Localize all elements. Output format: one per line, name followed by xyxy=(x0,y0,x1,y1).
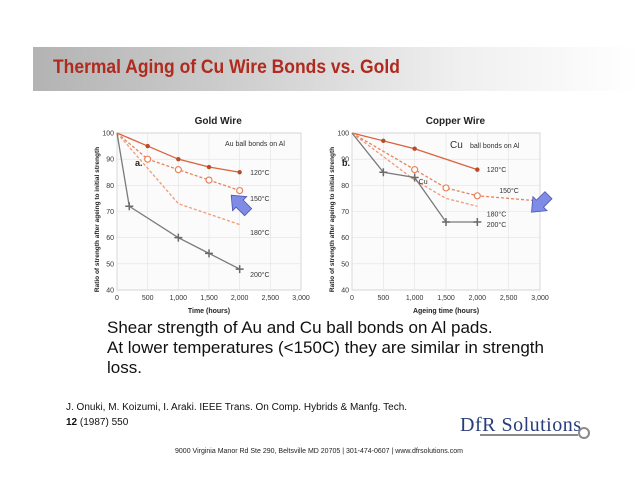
caption: Shear strength of Au and Cu ball bonds o… xyxy=(107,318,587,378)
company-logo: DfR Solutions xyxy=(460,414,582,436)
chart1-series-label: 120°C xyxy=(250,169,270,177)
chart1-point xyxy=(237,170,242,175)
chart1-ytick-label: 100 xyxy=(102,131,114,138)
chart2-series-label: 150°C xyxy=(499,187,519,195)
chart2-subtitle: ball bonds on Al xyxy=(470,143,520,150)
chart2-point xyxy=(473,217,482,226)
chart1-xtick-label: 3,000 xyxy=(292,295,310,302)
chart2-point xyxy=(442,217,450,226)
chart1-series-label: 200°C xyxy=(250,271,270,279)
title-bar: Thermal Aging of Cu Wire Bonds vs. Gold xyxy=(33,47,638,91)
chart1-point xyxy=(236,186,244,195)
chart2-ytick-label: 60 xyxy=(341,235,349,242)
chart1-ytick-label: 80 xyxy=(106,183,114,190)
chart2-series-label: 180°C xyxy=(487,211,507,219)
citation-volume: 12 xyxy=(66,417,78,428)
citation-ref: 12 (1987) 550 xyxy=(66,415,446,430)
caption-line-1: Shear strength of Au and Cu ball bonds o… xyxy=(107,318,493,337)
citation-authors: J. Onuki, M. Koizumi, I. Araki. IEEE Tra… xyxy=(66,402,408,413)
arrow-shape xyxy=(531,191,553,213)
logo-ring-icon xyxy=(578,427,590,439)
chart2-xtick-label: 1,500 xyxy=(437,295,455,302)
chart2-xtick-label: 3,000 xyxy=(531,295,549,302)
slide-title: Thermal Aging of Cu Wire Bonds vs. Gold xyxy=(53,57,400,78)
chart1-xtick-label: 500 xyxy=(142,295,154,302)
chart2-point xyxy=(410,173,419,182)
chart2-series-line xyxy=(351,132,478,171)
chart1-ytick-label: 70 xyxy=(106,209,114,216)
chart2-ytick-label: 50 xyxy=(341,261,349,268)
chart1-point xyxy=(174,166,182,174)
chart2-xtick-label: 0 xyxy=(350,295,354,302)
chart2-series-label: 120°C xyxy=(487,166,507,174)
chart1-arrow-icon xyxy=(230,194,253,217)
chart1-series-line xyxy=(116,132,240,226)
chart1-subtitle: Au ball bonds on Al xyxy=(225,141,285,148)
chart2-xtick-label: 2,500 xyxy=(500,295,518,302)
caption-line-3: loss. xyxy=(107,358,142,377)
chart2-point xyxy=(379,168,388,177)
arrow-shape xyxy=(230,194,253,217)
chart1-point xyxy=(176,156,181,162)
chart2-point xyxy=(381,138,386,144)
chart2-subtitle-prefix: Cu xyxy=(450,140,463,151)
chart1-series-label: 150°C xyxy=(250,195,270,203)
chart2-xlabel: Ageing time (hours) xyxy=(413,308,479,315)
chart1-title: Gold Wire xyxy=(195,116,243,127)
chart2-point xyxy=(473,192,481,200)
chart1-point xyxy=(235,265,244,274)
chart1-ytick-label: 90 xyxy=(106,157,114,164)
chart1-point xyxy=(144,155,152,163)
chart2-point xyxy=(475,167,480,172)
chart2-ytick-label: 80 xyxy=(341,183,349,190)
chart2-annotation: Cu xyxy=(419,179,428,186)
chart2-panel-label: b. xyxy=(342,158,350,168)
citation-rest: (1987) 550 xyxy=(77,417,129,428)
chart2-ytick-label: 70 xyxy=(341,209,349,216)
chart1-point xyxy=(174,233,183,242)
chart1-point xyxy=(206,164,212,170)
chart1-ytick-label: 50 xyxy=(106,261,114,268)
chart1-xtick-label: 2,000 xyxy=(231,295,249,302)
chart2-point xyxy=(442,184,450,192)
chart2-xtick-label: 1,000 xyxy=(406,295,424,302)
chart1-xtick-label: 1,000 xyxy=(170,295,188,302)
footer-address: 9000 Virginia Manor Rd Ste 290, Beltsvil… xyxy=(175,448,463,455)
chart2-arrow-icon xyxy=(531,191,553,213)
chart2-ytick-label: 40 xyxy=(341,288,349,295)
chart1-point xyxy=(145,143,150,149)
chart1-xtick-label: 0 xyxy=(115,295,119,302)
chart1-series-label: 180°C xyxy=(250,229,270,237)
citation: J. Onuki, M. Koizumi, I. Araki. IEEE Tra… xyxy=(66,400,446,430)
chart1-xtick-label: 2,500 xyxy=(262,295,280,302)
chart2-series-label: 200°C xyxy=(487,221,507,229)
chart2-series-line xyxy=(351,132,478,207)
chart2-point xyxy=(411,166,419,174)
chart2-series-line xyxy=(351,132,541,202)
caption-line-2: At lower temperatures (<150C) they are s… xyxy=(107,338,544,357)
chart1-ytick-label: 40 xyxy=(106,288,114,295)
chart1-xtick-label: 1,500 xyxy=(200,295,218,302)
chart1-xlabel: Time (hours) xyxy=(188,308,230,315)
chart2-title: Copper Wire xyxy=(426,116,486,127)
chart2-ytick-label: 90 xyxy=(341,157,349,164)
chart1-ylabel: Ratio of strength after ageing to initia… xyxy=(94,147,101,292)
chart1-point xyxy=(205,176,213,184)
chart2-ylabel: Ratio of strength after ageing to initia… xyxy=(329,147,336,292)
chart1-point xyxy=(125,202,134,211)
chart2-point xyxy=(412,146,417,151)
chart1-panel-label: a. xyxy=(135,158,143,168)
chart1-ytick-label: 60 xyxy=(106,235,114,242)
chart2-xtick-label: 500 xyxy=(377,295,389,302)
chart2-ytick-label: 100 xyxy=(337,131,349,138)
chart2-xtick-label: 2,000 xyxy=(469,295,487,302)
logo-line xyxy=(480,434,578,436)
chart1-point xyxy=(205,249,213,258)
